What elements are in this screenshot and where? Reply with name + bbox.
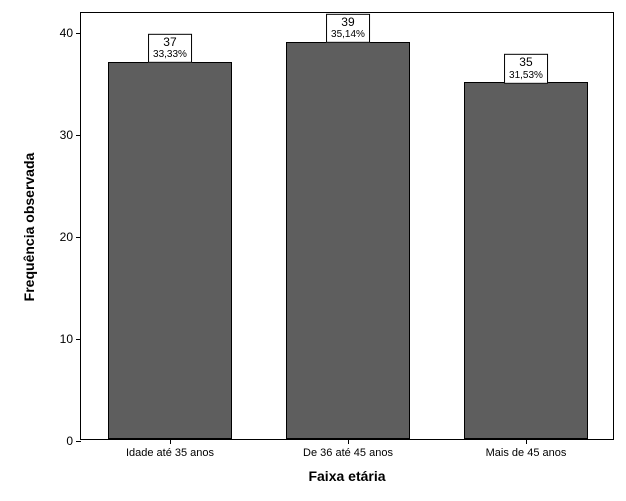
y-tick-label: 40 [60,26,81,40]
bar-chart: Frequência observada 0 10 20 30 40 Idade até … [0,0,626,501]
bar-percent: 33,33% [153,49,187,60]
bar-value-label: 3531,53% [504,54,548,83]
x-tick-label: De 36 até 45 anos [303,439,393,459]
bar-percent: 35,14% [331,29,365,40]
y-tick-label: 30 [60,128,81,142]
y-tick-label: 0 [66,434,81,448]
bar-value-label: 3935,14% [326,13,370,42]
plot-area: Frequência observada 010203040Idade até … [80,12,614,440]
bar: 3531,53% [464,82,589,439]
x-tick-label: Idade até 35 anos [126,439,214,459]
bar: 3733,33% [108,62,233,439]
bar-percent: 31,53% [509,69,543,80]
y-tick-label: 20 [60,230,81,244]
y-axis-title: Frequência observada [21,153,37,302]
bar-value-label: 3733,33% [148,34,192,63]
x-tick-label: Mais de 45 anos [486,439,567,459]
bar-value: 37 [153,36,187,49]
bar-value: 39 [331,15,365,28]
x-axis-title: Faixa etária [308,468,385,484]
bar-value: 35 [509,56,543,69]
bar: 3935,14% [286,42,411,439]
y-tick-label: 10 [60,332,81,346]
